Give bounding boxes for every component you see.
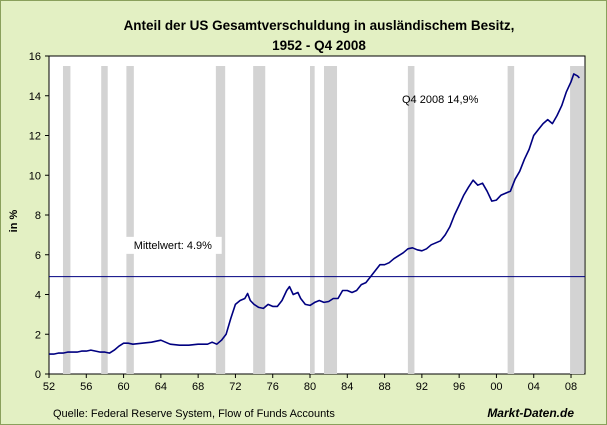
source-note: Quelle: Federal Reserve System, Flow of …: [53, 408, 335, 420]
chart-title-line-2: 1952 - Q4 2008: [272, 38, 366, 53]
recession-band-9: [507, 66, 515, 374]
plot-area: [48, 55, 586, 375]
x-tick-label: 00: [490, 381, 502, 393]
y-axis-label: in %: [8, 209, 20, 232]
y-tick-label: 8: [35, 210, 41, 222]
recession-band-6: [310, 66, 315, 374]
series-group: [49, 73, 580, 355]
y-axis: 0 2 4 6 8 10 12 14 16: [29, 51, 49, 381]
x-tick-label: 88: [378, 381, 390, 393]
recession-band-2: [101, 66, 108, 374]
recession-band-7: [323, 66, 338, 374]
brand-logo-text: Markt-Daten.de: [487, 406, 574, 420]
mean-line-group: Mittelwert: 4.9%: [49, 236, 585, 278]
x-tick-label: 84: [341, 381, 353, 393]
x-tick-label: 72: [229, 381, 241, 393]
x-tick-label: 76: [267, 381, 279, 393]
x-tick-label: 64: [155, 381, 167, 393]
y-tick-label: 0: [35, 369, 41, 381]
x-tick-label: 52: [43, 381, 55, 393]
x-axis: 52 56 60 64 68 72 76 80 84 88 92 96 00 04 08: [43, 374, 577, 393]
recession-band-10: [570, 66, 584, 374]
series-line-1: [49, 73, 580, 355]
end-value-annotation: Q4 2008 14,9%: [402, 94, 479, 106]
recession-band-3: [126, 66, 134, 374]
y-tick-label: 16: [29, 51, 41, 63]
y-tick-label: 14: [29, 91, 41, 103]
x-tick-label: 56: [80, 381, 92, 393]
x-tick-label: 96: [453, 381, 465, 393]
mean-label-background: [121, 236, 222, 254]
recession-band-4: [215, 66, 226, 374]
y-tick-label: 4: [35, 290, 41, 302]
recession-bands: [62, 66, 584, 374]
y-tick-label: 12: [29, 131, 41, 143]
recession-band-1: [62, 66, 71, 374]
y-tick-label: 10: [29, 170, 41, 182]
recession-band-8: [407, 66, 415, 374]
x-tick-label: 68: [192, 381, 204, 393]
recession-band-5: [253, 66, 266, 374]
x-tick-label: 08: [565, 381, 577, 393]
x-tick-label: 92: [416, 381, 428, 393]
x-tick-label: 80: [304, 381, 316, 393]
mean-label: Mittelwert: 4.9%: [134, 240, 212, 252]
y-tick-label: 6: [35, 250, 41, 262]
chart-title-line-1: Anteil der US Gesamtverschuldung in ausl…: [124, 18, 515, 33]
y-tick-label: 2: [35, 329, 41, 341]
x-tick-label: 60: [117, 381, 129, 393]
x-tick-label: 04: [528, 381, 540, 393]
